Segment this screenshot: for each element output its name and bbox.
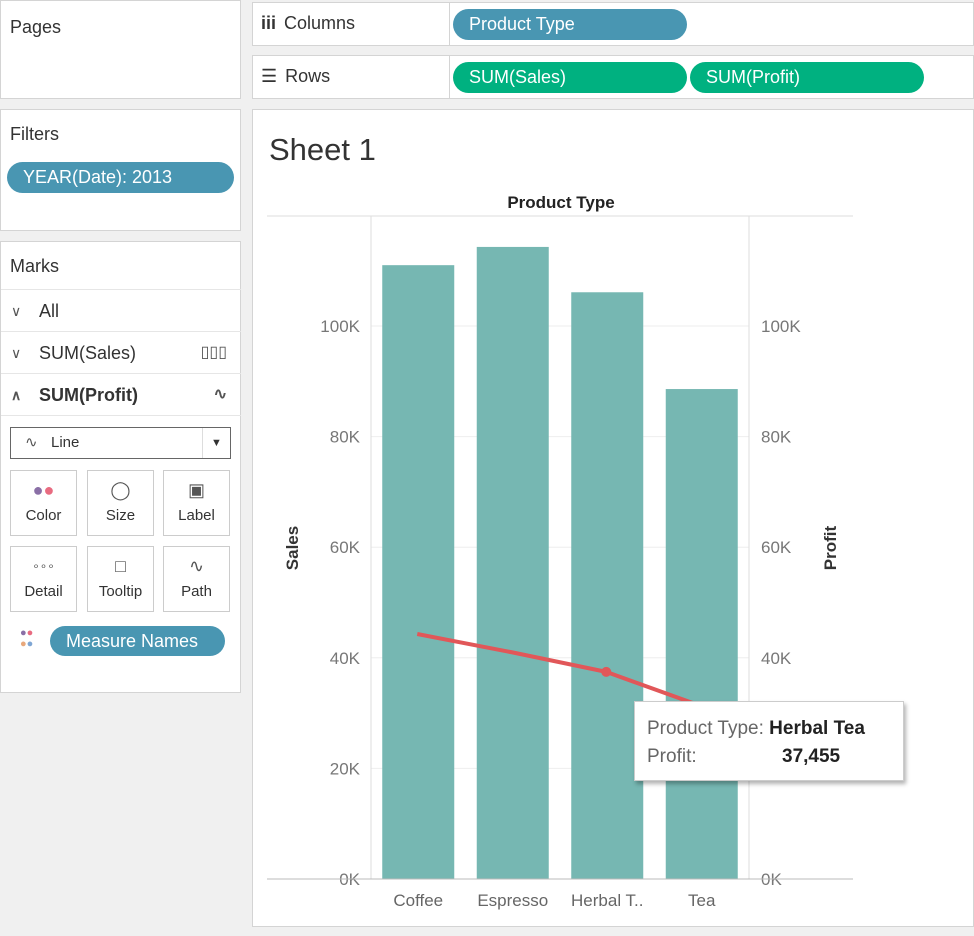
mark-type-dropdown[interactable]: ∿ Line ▼ bbox=[10, 427, 231, 459]
left-axis-title: Sales bbox=[283, 526, 302, 570]
marks-sum-sales[interactable]: ∨ SUM(Sales) ▯▯▯ bbox=[1, 331, 241, 373]
rows-pill-sum-sales[interactable]: SUM(Sales) bbox=[453, 62, 687, 93]
rows-shelf: ☰ Rows SUM(Sales) SUM(Profit) bbox=[252, 55, 974, 99]
pages-panel: Pages bbox=[0, 0, 241, 99]
left-tick-label: 80K bbox=[330, 428, 361, 447]
line-chart-icon: ∿ bbox=[213, 386, 227, 403]
category-label: Espresso bbox=[477, 891, 548, 910]
tooltip-button[interactable]: □ Tooltip bbox=[87, 546, 154, 612]
size-icon: ◯ bbox=[110, 480, 131, 500]
line-icon: ∿ bbox=[25, 434, 38, 451]
detail-label: Detail bbox=[24, 583, 63, 600]
filters-panel: Filters YEAR(Date): 2013 bbox=[0, 109, 241, 231]
size-button[interactable]: ◯ Size bbox=[87, 470, 154, 536]
detail-button[interactable]: ∘∘∘ Detail bbox=[10, 546, 77, 612]
path-button[interactable]: ∿ Path bbox=[163, 546, 230, 612]
rows-pill-sum-profit[interactable]: SUM(Profit) bbox=[690, 62, 924, 93]
measure-names-pill[interactable]: Measure Names bbox=[50, 626, 225, 656]
color-button[interactable]: ●● Color bbox=[10, 470, 77, 536]
tooltip-icon: □ bbox=[115, 556, 126, 576]
marks-panel: Marks ∨ All ∨ SUM(Sales) ▯▯▯ ∧ SUM(Profit) ∿ … bbox=[0, 241, 241, 693]
right-tick-label: 100K bbox=[761, 317, 801, 336]
path-icon: ∿ bbox=[188, 556, 205, 576]
tooltip-type-value: Herbal Tea bbox=[769, 718, 865, 739]
chevron-down-icon[interactable]: ▼ bbox=[202, 428, 230, 458]
category-label: Herbal T.. bbox=[571, 891, 643, 910]
category-label: Coffee bbox=[393, 891, 443, 910]
bar-tea bbox=[665, 389, 738, 879]
columns-shelf: iii Columns Product Type bbox=[252, 2, 974, 46]
columns-pill-product-type[interactable]: Product Type bbox=[453, 9, 687, 40]
left-tick-label: 40K bbox=[330, 649, 361, 668]
right-tick-label: 60K bbox=[761, 538, 792, 557]
profit-point-herbal-tea bbox=[601, 666, 612, 677]
size-label: Size bbox=[105, 507, 136, 524]
left-tick-label: 60K bbox=[330, 538, 361, 557]
pages-title: Pages bbox=[10, 17, 62, 37]
bar-herbal-t- bbox=[571, 292, 644, 880]
chevron-down-icon: ∨ bbox=[11, 303, 22, 319]
left-tick-label: 100K bbox=[320, 317, 360, 336]
column-header: Product Type bbox=[507, 193, 614, 212]
marks-sum-profit[interactable]: ∧ SUM(Profit) ∿ bbox=[1, 373, 241, 415]
marks-profit-label: SUM(Profit) bbox=[39, 385, 138, 405]
marks-sales-label: SUM(Sales) bbox=[39, 343, 137, 363]
left-tick-label: 20K bbox=[330, 759, 361, 778]
filter-pill-year[interactable]: YEAR(Date): 2013 bbox=[7, 162, 234, 193]
color-label: Color bbox=[25, 507, 62, 524]
filters-title: Filters bbox=[10, 124, 59, 144]
profit-line bbox=[416, 632, 702, 708]
tooltip-profit-label: Profit: bbox=[647, 746, 697, 767]
tooltip-profit-value: 37,455 bbox=[782, 746, 841, 767]
marks-title: Marks bbox=[10, 256, 59, 276]
path-label: Path bbox=[181, 583, 212, 600]
marks-all[interactable]: ∨ All bbox=[1, 289, 241, 331]
label-label: Label bbox=[178, 507, 215, 524]
bar-espresso bbox=[476, 246, 549, 879]
rows-icon: ☰ bbox=[261, 66, 278, 86]
tooltip-popup: Product Type: Herbal Tea Profit: 37,455 bbox=[634, 701, 904, 781]
bar-chart-icon: ▯▯▯ bbox=[200, 344, 227, 361]
category-label: Tea bbox=[688, 891, 716, 910]
detail-icon: ∘∘∘ bbox=[32, 559, 55, 573]
bar-coffee bbox=[382, 265, 455, 879]
marks-all-label: All bbox=[39, 301, 60, 321]
columns-label: iii Columns bbox=[261, 13, 356, 33]
right-axis-title: Profit bbox=[821, 525, 840, 570]
label-icon: ▣ bbox=[187, 480, 205, 500]
tooltip-label: Tooltip bbox=[98, 583, 143, 600]
tooltip-type-label: Product Type: bbox=[647, 718, 764, 739]
mark-type-value: Line bbox=[51, 434, 80, 451]
color-icon: ●● ●● bbox=[20, 627, 34, 650]
chevron-up-icon: ∧ bbox=[11, 387, 22, 403]
label-button[interactable]: ▣ Label bbox=[163, 470, 230, 536]
sheet-title: Sheet 1 bbox=[269, 132, 376, 167]
chevron-down-icon: ∨ bbox=[11, 345, 22, 361]
color-icon: ●● bbox=[32, 480, 55, 500]
rows-label: ☰ Rows bbox=[261, 66, 331, 86]
columns-icon: iii bbox=[261, 13, 277, 33]
right-tick-label: 80K bbox=[761, 428, 792, 447]
right-tick-label: 40K bbox=[761, 649, 792, 668]
